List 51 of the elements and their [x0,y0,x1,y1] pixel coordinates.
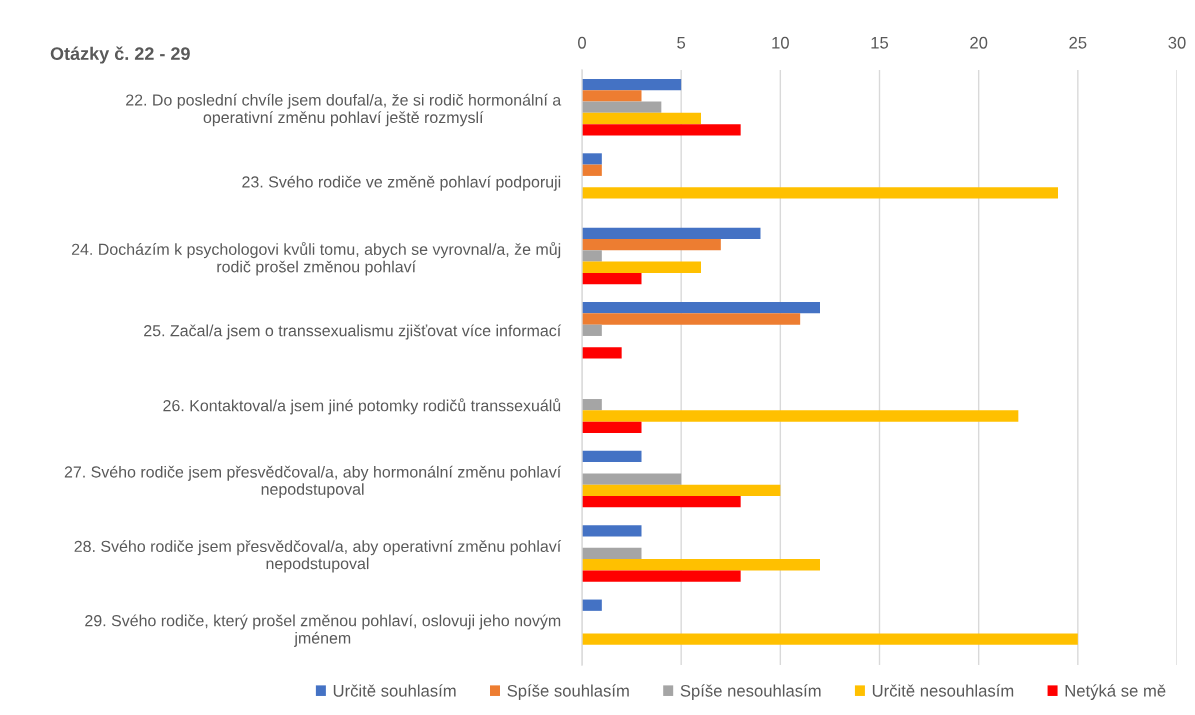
x-tick-label: 5 [677,37,686,49]
bar [582,559,820,571]
bar [582,496,741,508]
bar [582,250,602,262]
legend-label: Spíše nesouhlasím [680,684,821,700]
bar [582,633,1078,645]
y-tick-label: 23. Svého rodiče ve změně pohlaví podporuji [242,175,561,191]
bar [582,547,642,560]
bar [582,112,701,125]
bar [582,153,602,165]
y-tick-label: 26. Kontaktoval/a jsem jiné potomky rodičů transsexuálů [163,398,561,415]
bar [582,261,701,273]
y-tick-label: 22. Do poslední chvíle jsem doufal/a, že si rodič hormonální a operativní změnu pohlaví ještě rozmyslí [126,93,562,127]
bar [582,450,642,463]
bar [582,324,602,336]
bar [582,473,682,485]
text: Otázky č. 22 - 29 [50,46,190,64]
x-tick-label: 0 [578,36,586,49]
legend-label: Určitě nesouhlasím [872,684,1014,697]
y-tick-label: 25. Začal/a jsem o transsexualismu zjišťovat více informací [144,324,562,340]
bar [582,347,622,359]
x-tick-label: 30 [1168,36,1186,49]
bar [582,399,602,411]
bar [582,525,642,537]
bar [582,187,1058,199]
bar [582,313,801,325]
bar [582,421,642,433]
x-tick-label: 15 [871,37,889,49]
y-tick-label: 29. Svého rodiče, který prošel změnou pohlaví, oslovuji jeho novým jménem [85,614,561,647]
bar [582,599,602,611]
bar [582,164,602,176]
bar [582,124,741,136]
bar [582,78,682,91]
legend-label: Určitě souhlasím [333,684,456,697]
y-tick-label: 24. Docházím k psychologovi kvůli tomu, abych se vyrovnal/a, že můj rodič prošel změnou pohlaví [71,241,561,276]
bar [582,570,741,582]
bar [582,227,761,239]
bar [582,302,820,314]
y-tick-label: 28. Svého rodiče jsem přesvědčoval/a, aby operativní změnu pohlaví nepodstupoval [74,540,562,573]
bar [582,90,642,102]
x-tick-label: 20 [970,36,988,49]
bar [582,101,662,113]
legend-label: Spíše souhlasím [507,684,629,700]
y-tick-label: 27. Svého rodiče jsem přesvědčoval/a, aby hormonální změnu pohlaví nepodstupoval [64,465,562,499]
bar [582,238,721,251]
bar [582,272,642,285]
x-tick-label: 25 [1069,36,1087,49]
legend-label: Netýká se mě [1065,684,1166,700]
x-tick-label: 10 [772,36,789,49]
bar [582,484,781,497]
bar [582,410,1019,422]
